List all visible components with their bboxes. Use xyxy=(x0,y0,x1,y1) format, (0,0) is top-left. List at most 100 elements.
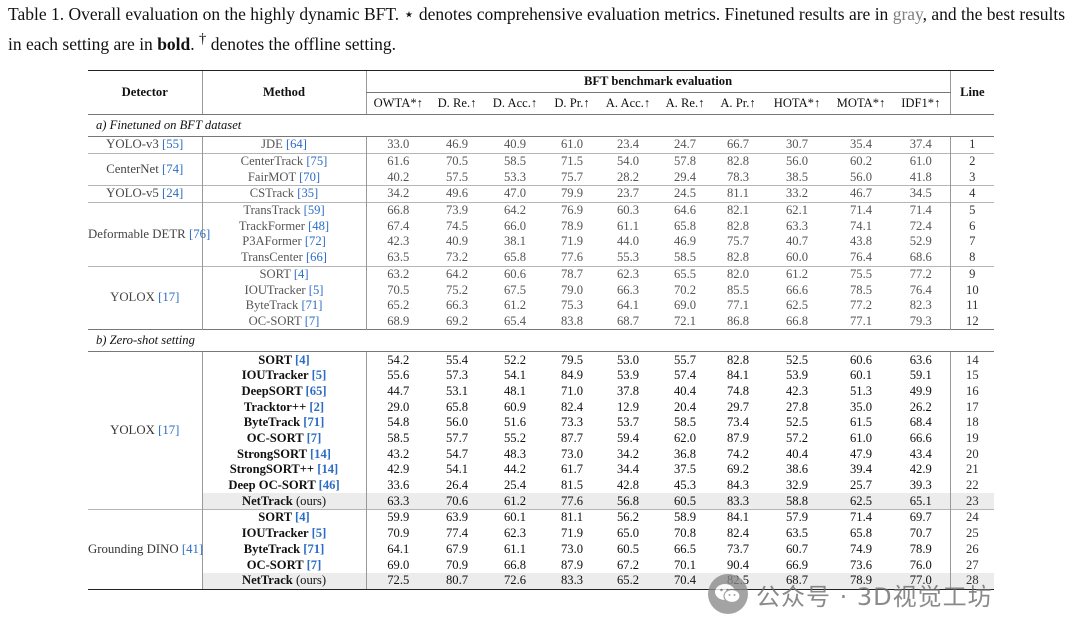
method-cell: CSTrack [35] xyxy=(201,185,366,203)
value-cell: 71.5 xyxy=(546,152,598,170)
line-number-cell: 7 xyxy=(949,234,995,250)
line-number-cell: 19 xyxy=(949,430,995,447)
metric-header: D. Re.↑ xyxy=(430,92,484,115)
method-name: ByteTrack xyxy=(245,298,299,313)
method-cell: ByteTrack [71] xyxy=(201,415,366,431)
value-cell: 60.1 xyxy=(849,368,873,383)
table-row: CenterNet [74] CenterTrack [75] 61.6 70.5 58… xyxy=(88,152,995,186)
value-cell: 77.6 xyxy=(560,250,584,265)
method-ref: [4] xyxy=(295,352,310,367)
line-number-cell: 17 xyxy=(949,399,995,415)
table-row: ByteTrack [71] 54.8 56.0 51.6 73.3 53.7 58.5 73… xyxy=(88,415,995,431)
line-number-cell: 9 xyxy=(949,265,995,283)
value-cell: 75.7 xyxy=(560,169,584,184)
method-cell: SORT [4] xyxy=(201,509,366,526)
value-cell: 51.6 xyxy=(503,415,527,430)
method-ref: (ours) xyxy=(295,573,327,588)
value-cell: 65.2 xyxy=(598,572,658,590)
value-cell: 33.6 xyxy=(365,477,430,494)
value-cell: 60.7 xyxy=(785,541,809,556)
value-cell: 69.0 xyxy=(673,298,697,313)
value-cell: 47.0 xyxy=(484,185,546,203)
method-name: FairMOT xyxy=(247,169,296,184)
value-cell: 43.4 xyxy=(909,446,932,461)
line-number-cell: 1 xyxy=(949,136,995,154)
method-name: SORT xyxy=(258,352,292,367)
caption-dagger: † xyxy=(199,31,207,47)
table-row: IOUTracker [5] 70.9 77.4 62.3 71.9 65.0 70.8 82… xyxy=(88,525,995,542)
value-cell: 72.4 xyxy=(909,218,932,233)
line-number-cell: 26 xyxy=(949,541,995,558)
value-cell: 64.1 xyxy=(365,541,430,558)
method-cell: Deep OC-SORT [46] xyxy=(201,477,366,494)
detector-cell: YOLOX [17] xyxy=(88,265,202,330)
table-row: FairMOT [70] 40.2 57.5 53.3 75.7 28.2 29.4 78.3… xyxy=(88,169,995,186)
caption-text-3: , and the best results in each setting a… xyxy=(8,4,1066,54)
detector-cell: YOLOX [17] xyxy=(88,352,202,510)
value-cell: 82.3 xyxy=(909,298,932,313)
value-cell: 42.3 xyxy=(785,383,809,398)
line-number-cell: 15 xyxy=(949,367,995,384)
header-row-1: Detector Method BFT benchmark evaluation Li… xyxy=(88,70,995,115)
method-cell: TrackFormer [48] xyxy=(201,218,366,235)
line-number-cell: 5 xyxy=(949,201,995,219)
value-cell: 55.6 xyxy=(365,367,430,384)
value-cell: 24.5 xyxy=(658,185,712,203)
method-name: StrongSORT++ xyxy=(229,462,315,477)
value-cell: 66.9 xyxy=(785,557,809,572)
value-cell: 78.9 xyxy=(909,541,932,556)
line-number-cell: 3 xyxy=(949,169,995,186)
value-cell: 60.0 xyxy=(785,250,809,265)
value-cell: 25.7 xyxy=(849,478,873,493)
line-number-cell: 25 xyxy=(949,525,995,542)
method-name: StrongSORT xyxy=(237,446,307,461)
value-cell: 83.3 xyxy=(712,493,764,510)
value-cell: 58.5 xyxy=(484,152,546,170)
value-cell: 70.6 xyxy=(430,493,484,510)
value-cell: 76.4 xyxy=(849,250,873,265)
table-row: DeepSORT [65] 44.7 53.1 48.1 71.0 37.8 40.4 74.… xyxy=(88,383,995,400)
value-cell: 82.8 xyxy=(712,152,764,170)
value-cell: 30.7 xyxy=(785,137,809,152)
method-cell: NetTrack (ours) xyxy=(201,493,366,510)
method-cell: IOUTracker [5] xyxy=(201,367,366,384)
value-cell: 82.0 xyxy=(712,265,764,283)
value-cell: 63.5 xyxy=(785,526,809,541)
value-cell: 53.0 xyxy=(616,352,640,367)
method-cell: Tracktor++ [2] xyxy=(201,399,366,415)
line-number-cell: 10 xyxy=(949,282,995,298)
value-cell: 61.1 xyxy=(616,218,640,233)
value-cell: 71.9 xyxy=(560,234,584,249)
method-cell: TransTrack [59] xyxy=(201,201,366,219)
line-number-cell: 23 xyxy=(949,493,995,510)
caption-bold-word: bold xyxy=(157,33,191,54)
detector-ref: [17] xyxy=(158,423,180,438)
value-cell: 70.4 xyxy=(658,572,712,590)
caption-star: ⋆ xyxy=(403,4,415,24)
value-cell: 65.8 xyxy=(673,218,697,233)
value-cell: 41.8 xyxy=(909,169,932,184)
table-row: ByteTrack [71] 65.2 66.3 61.2 75.3 64.1 69.0 77… xyxy=(88,297,995,314)
wechat-logo-icon xyxy=(708,574,748,614)
value-cell: 61.0 xyxy=(560,137,584,152)
value-cell: 63.3 xyxy=(785,218,809,233)
value-cell: 36.8 xyxy=(673,446,697,461)
value-cell: 66.8 xyxy=(503,557,527,572)
value-cell: 49.6 xyxy=(430,185,484,203)
line-number-cell: 16 xyxy=(949,383,995,400)
value-cell: 64.6 xyxy=(658,201,712,219)
value-cell: 82.8 xyxy=(726,352,750,367)
value-cell: 58.5 xyxy=(673,415,697,430)
value-cell: 66.6 xyxy=(785,282,809,297)
method-ref: [2] xyxy=(309,399,325,414)
value-cell: 46.7 xyxy=(830,185,892,203)
value-cell: 44.0 xyxy=(616,234,640,249)
header-row-2: OWTA*↑ D. Re.↑ D. Acc.↑ D. Pr.↑ A. Acc.↑ A. R… xyxy=(88,92,994,115)
value-cell: 69.2 xyxy=(445,313,469,328)
method-name: OC-SORT xyxy=(248,313,302,328)
value-cell: 74.5 xyxy=(445,218,469,233)
value-cell: 66.0 xyxy=(503,218,527,233)
line-number-cell: 28 xyxy=(949,572,995,590)
detector-ref: [76] xyxy=(188,226,211,241)
value-cell: 82.8 xyxy=(726,218,750,233)
